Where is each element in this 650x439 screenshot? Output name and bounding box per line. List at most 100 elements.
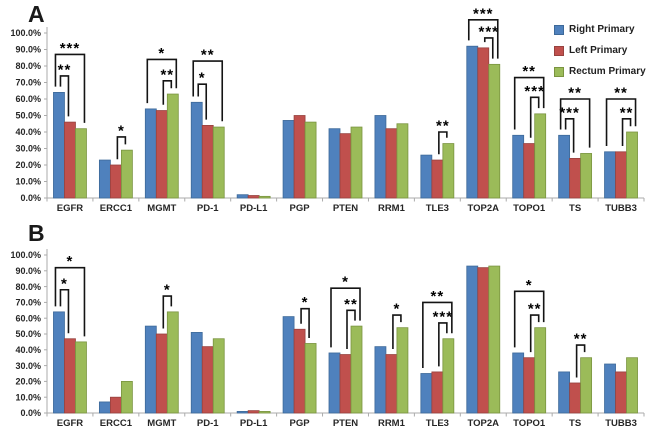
x-category-label: PGP — [290, 418, 311, 429]
bar-rectum-primary — [396, 123, 409, 199]
y-tick-label: 30.0% — [15, 361, 41, 371]
bar-rectum-primary — [212, 126, 225, 199]
bar-rectum-primary — [212, 338, 225, 414]
bar-rectum-primary — [488, 265, 501, 414]
y-tick-label: 100.0% — [10, 28, 41, 38]
y-tick-label: 90.0% — [15, 266, 41, 276]
y-tick-label: 80.0% — [15, 282, 41, 292]
x-category-label: EGFR — [57, 418, 84, 429]
bar-left-primary — [109, 396, 122, 414]
bar-right-primary — [374, 115, 387, 199]
bar-rectum-primary — [350, 126, 363, 199]
legend-item-right-primary: Right Primary — [554, 19, 646, 40]
significance-bracket — [146, 58, 178, 104]
significance-bracket — [162, 295, 173, 329]
x-category-label: ERCC1 — [100, 203, 133, 214]
bar-rectum-primary — [580, 357, 593, 414]
bar-left-primary — [615, 151, 627, 199]
bar-left-primary — [431, 371, 444, 414]
significance-label: ** — [568, 85, 582, 102]
significance-label: * — [302, 294, 309, 311]
x-category-label: PD-1 — [197, 418, 219, 429]
bar-left-primary — [523, 143, 536, 199]
bar-left-primary — [615, 371, 627, 414]
significance-bracket — [422, 301, 453, 368]
significance-label: ** — [528, 301, 542, 318]
bar-left-primary — [569, 157, 582, 199]
significance-label: ** — [620, 104, 634, 121]
bar-left-primary — [569, 382, 582, 414]
significance-label: * — [342, 274, 349, 291]
x-category-label: TOP2A — [468, 418, 500, 429]
significance-bracket — [513, 76, 545, 130]
bar-rectum-primary — [534, 113, 547, 199]
x-category-label: TLE3 — [426, 203, 449, 214]
bar-right-primary — [512, 134, 525, 199]
significance-label: * — [164, 282, 171, 299]
x-category-label: TS — [569, 418, 581, 429]
significance-label: *** — [524, 83, 545, 100]
significance-bracket — [483, 37, 494, 59]
legend-item-rectum-primary: Rectum Primary — [554, 61, 646, 82]
bar-left-primary — [385, 354, 398, 414]
bar-right-primary — [53, 311, 65, 414]
bar-left-primary — [431, 159, 444, 199]
significance-label: *** — [433, 308, 454, 325]
significance-label: ** — [201, 47, 215, 64]
legend: Right Primary Left Primary Rectum Primary — [554, 19, 646, 82]
significance-bracket — [300, 307, 310, 338]
x-category-label: PTEN — [333, 418, 358, 429]
bar-right-primary — [328, 352, 341, 414]
bar-right-primary — [53, 92, 65, 199]
bar-left-primary — [339, 133, 352, 199]
bar-left-primary — [155, 110, 168, 199]
legend-item-label: Left Primary — [569, 45, 628, 56]
bar-left-primary — [293, 328, 306, 414]
y-tick-label: 70.0% — [15, 78, 41, 88]
y-tick-label: 20.0% — [15, 160, 41, 170]
significance-bracket — [575, 344, 586, 378]
x-category-label: PD-L1 — [240, 203, 268, 214]
bar-left-primary — [64, 338, 76, 414]
y-tick-label: 60.0% — [15, 94, 41, 104]
bar-left-primary — [201, 346, 214, 414]
bar-right-primary — [466, 45, 479, 199]
bar-right-primary — [282, 316, 295, 414]
significance-bracket — [467, 19, 499, 59]
bar-left-primary — [247, 195, 260, 199]
x-category-label: PD-1 — [197, 203, 219, 214]
significance-label: *** — [60, 40, 81, 57]
bar-rectum-primary — [258, 195, 271, 199]
x-category-label: TOPO1 — [513, 203, 546, 214]
significance-label: ** — [344, 296, 358, 313]
significance-bracket — [513, 290, 545, 348]
significance-bracket — [346, 309, 356, 350]
bar-rectum-primary — [442, 143, 455, 199]
panel-a-chart: 0.0% 10.0% 20.0% 30.0% 40.0% 50.0% 60.0% 70.0% 8… — [10, 5, 645, 214]
legend-swatch — [554, 45, 564, 56]
panel-b-chart: 0.0% 10.0% 20.0% 30.0% 40.0% 50.0% 60.0% 70.0% 8… — [10, 249, 645, 429]
x-category-label: PTEN — [333, 203, 358, 214]
y-tick-label: 10.0% — [15, 392, 41, 402]
bar-rectum-primary — [534, 327, 547, 414]
bar-rectum-primary — [350, 325, 363, 414]
x-category-label: PGP — [290, 203, 311, 214]
bar-right-primary — [236, 411, 249, 414]
x-category-label: TOP2A — [468, 203, 500, 214]
x-category-label: MGMT — [147, 203, 176, 214]
significance-bracket — [59, 75, 70, 117]
significance-label: ** — [574, 331, 588, 348]
legend-swatch — [554, 24, 564, 35]
y-tick-label: 80.0% — [15, 61, 41, 71]
panel-a-label: A — [28, 1, 45, 27]
y-tick-label: 90.0% — [15, 45, 41, 55]
bar-right-primary — [98, 401, 111, 414]
bar-right-primary — [420, 154, 433, 199]
bar-rectum-primary — [166, 311, 179, 414]
y-tick-label: 70.0% — [15, 298, 41, 308]
significance-bracket — [559, 98, 591, 148]
bar-rectum-primary — [258, 411, 271, 414]
y-tick-label: 50.0% — [15, 111, 41, 121]
bar-left-primary — [523, 357, 536, 414]
legend-swatch — [554, 66, 564, 77]
